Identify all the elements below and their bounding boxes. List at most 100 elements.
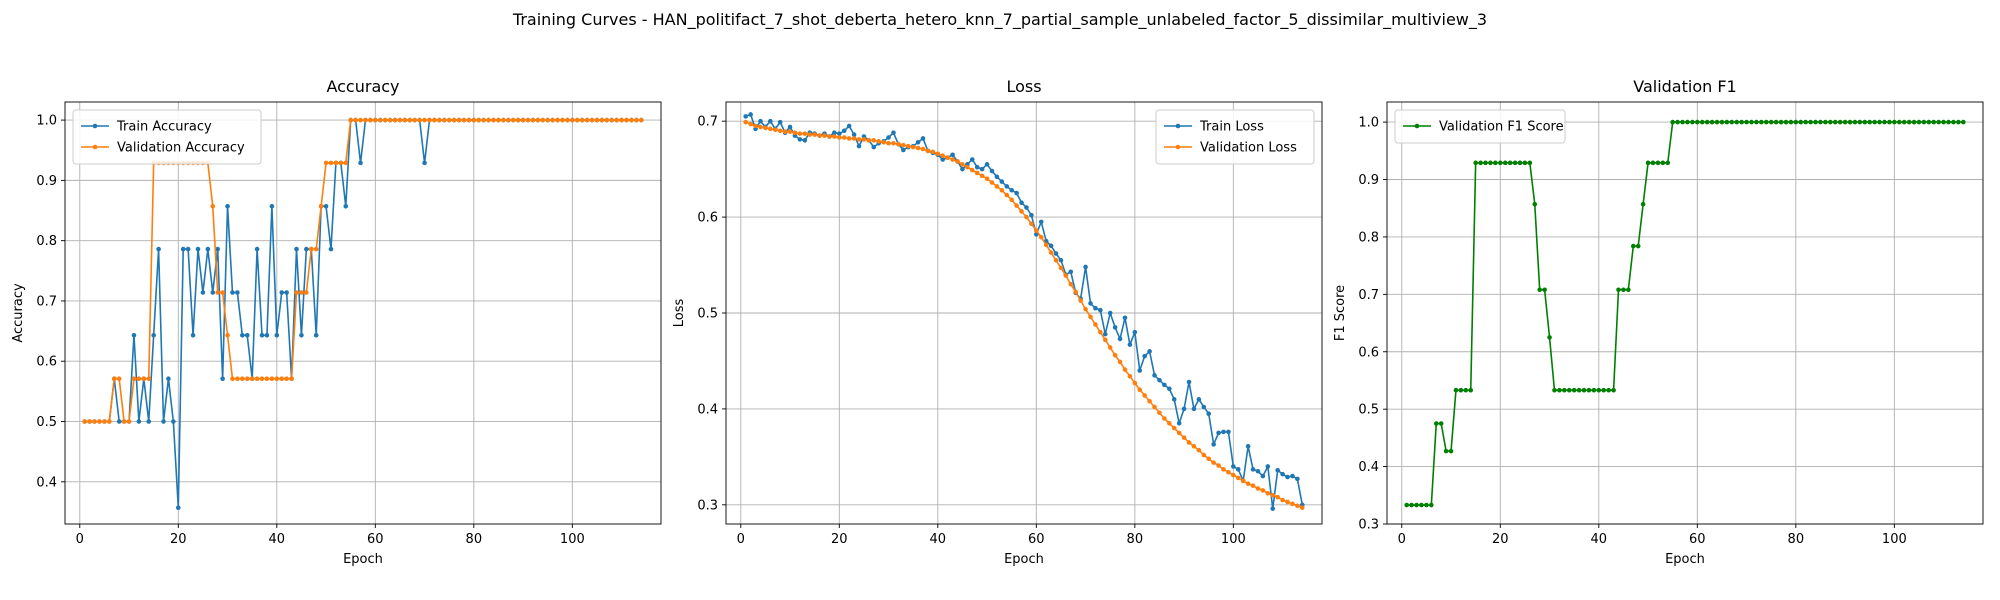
data-point — [866, 138, 872, 143]
legend-label: Train Loss — [1199, 120, 1264, 135]
data-point — [333, 160, 339, 166]
y-tick-label: 0.5 — [36, 415, 57, 430]
data-point — [126, 419, 132, 424]
data-point — [432, 117, 437, 123]
data-point — [525, 117, 531, 123]
data-point — [116, 376, 122, 382]
data-point — [1877, 119, 1882, 125]
data-point — [1132, 380, 1138, 386]
data-point — [353, 117, 358, 123]
legend: Train Accuracy Validation Accuracy — [72, 109, 262, 165]
data-point — [1896, 119, 1902, 125]
y-tick-label: 0.6 — [1358, 345, 1379, 360]
data-point — [166, 376, 171, 382]
data-point — [1867, 119, 1873, 125]
data-point — [1245, 481, 1251, 487]
data-point — [876, 139, 881, 144]
data-point — [427, 117, 432, 123]
x-tick-label: 40 — [1591, 532, 1608, 547]
data-point — [1107, 345, 1113, 350]
x-tick-label: 60 — [1028, 532, 1045, 547]
data-point — [520, 117, 526, 123]
data-point — [343, 160, 349, 166]
y-tick-label: 0.8 — [36, 234, 57, 249]
data-point — [161, 419, 166, 424]
data-point — [264, 333, 270, 338]
data-point — [244, 376, 250, 382]
data-point — [1231, 464, 1236, 469]
x-tick-label: 0 — [1398, 532, 1406, 547]
data-point — [945, 155, 950, 160]
data-point — [274, 333, 280, 338]
data-point — [1112, 352, 1118, 358]
data-point — [358, 117, 363, 123]
data-point — [1171, 397, 1177, 402]
data-point — [422, 117, 427, 123]
data-point — [1808, 119, 1813, 125]
data-point — [308, 246, 314, 252]
data-point — [614, 117, 619, 123]
data-point — [387, 117, 393, 123]
data-point — [1122, 367, 1128, 372]
data-point — [382, 117, 388, 123]
data-point — [1832, 119, 1838, 125]
data-point — [1734, 119, 1740, 125]
data-point — [249, 376, 255, 382]
data-point — [1778, 119, 1784, 125]
data-point — [1285, 499, 1290, 505]
data-point — [1616, 287, 1621, 293]
data-point — [1680, 119, 1685, 125]
data-point — [328, 246, 334, 252]
data-point — [1916, 119, 1922, 125]
data-point — [210, 203, 216, 209]
y-tick-label: 0.3 — [697, 498, 718, 513]
data-point — [1606, 387, 1611, 393]
data-point — [1660, 160, 1666, 166]
data-point — [846, 123, 852, 129]
data-point — [377, 117, 383, 123]
legend-label: Validation Accuracy — [117, 141, 245, 156]
data-point — [1073, 289, 1079, 295]
data-point — [574, 117, 580, 123]
data-point — [1009, 197, 1014, 203]
data-point — [1645, 160, 1651, 166]
data-point — [896, 141, 901, 147]
data-point — [1098, 329, 1103, 335]
data-point — [777, 128, 783, 134]
data-point — [1576, 387, 1582, 393]
data-point — [1221, 429, 1226, 435]
data-point — [363, 117, 368, 123]
data-point — [1591, 387, 1597, 393]
data-point — [1532, 201, 1538, 207]
data-point — [535, 117, 541, 123]
data-point — [1295, 503, 1300, 509]
data-point — [589, 117, 595, 123]
data-point — [446, 117, 452, 123]
data-point — [205, 246, 211, 252]
data-point — [565, 117, 570, 123]
data-point — [758, 118, 763, 124]
data-point — [797, 131, 803, 136]
data-point — [274, 376, 280, 382]
data-point — [856, 137, 862, 142]
data-point — [609, 117, 615, 123]
data-point — [1265, 491, 1271, 496]
data-point — [1152, 404, 1157, 410]
data-point — [171, 419, 176, 424]
data-point — [102, 419, 107, 424]
data-point — [151, 333, 156, 338]
data-point — [1034, 228, 1039, 233]
data-point — [392, 117, 398, 123]
data-point — [1473, 160, 1478, 166]
data-point — [313, 246, 319, 252]
data-point — [1818, 119, 1823, 125]
x-tick-label: 80 — [466, 532, 483, 547]
data-point — [220, 290, 225, 295]
data-point — [1635, 243, 1641, 249]
data-point — [871, 138, 877, 143]
data-point — [777, 119, 783, 125]
data-point — [1581, 387, 1587, 393]
data-point — [1053, 251, 1059, 256]
data-point — [836, 135, 842, 140]
